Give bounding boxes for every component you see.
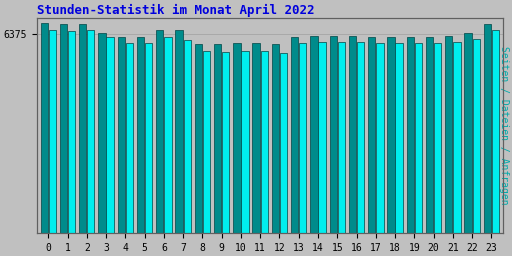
Y-axis label: Seiten / Dateien / Anfragen: Seiten / Dateien / Anfragen <box>499 46 508 205</box>
Bar <box>214 44 221 233</box>
Bar <box>156 30 163 233</box>
Bar <box>79 24 87 233</box>
Bar <box>453 42 461 233</box>
Bar <box>415 43 422 233</box>
Bar <box>126 43 133 233</box>
Bar <box>299 43 307 233</box>
Bar <box>60 24 67 233</box>
Bar <box>291 37 298 233</box>
Bar <box>68 31 75 233</box>
Bar <box>49 30 56 233</box>
Bar <box>330 36 337 233</box>
Bar <box>464 33 472 233</box>
Bar <box>473 39 480 233</box>
Bar <box>164 37 172 233</box>
Bar <box>445 36 453 233</box>
Bar <box>388 37 395 233</box>
Bar <box>280 53 287 233</box>
Bar <box>40 23 48 233</box>
Bar <box>203 51 210 233</box>
Bar <box>183 39 191 233</box>
Bar <box>395 43 403 233</box>
Bar <box>241 51 249 233</box>
Bar <box>357 42 364 233</box>
Bar <box>484 24 491 233</box>
Bar <box>376 43 383 233</box>
Bar <box>176 30 183 233</box>
Bar <box>368 37 375 233</box>
Bar <box>87 30 95 233</box>
Bar <box>310 36 317 233</box>
Bar <box>137 37 144 233</box>
Bar <box>233 43 241 233</box>
Bar <box>492 29 499 233</box>
Bar <box>349 36 356 233</box>
Text: Stunden-Statistik im Monat April 2022: Stunden-Statistik im Monat April 2022 <box>37 4 314 17</box>
Bar <box>426 37 433 233</box>
Bar <box>252 43 260 233</box>
Bar <box>118 37 125 233</box>
Bar <box>272 44 279 233</box>
Bar <box>98 33 105 233</box>
Bar <box>337 42 345 233</box>
Bar <box>195 44 202 233</box>
Bar <box>261 51 268 233</box>
Bar <box>407 37 414 233</box>
Bar <box>145 43 152 233</box>
Bar <box>222 52 229 233</box>
Bar <box>434 43 441 233</box>
Bar <box>318 42 326 233</box>
Bar <box>106 37 114 233</box>
